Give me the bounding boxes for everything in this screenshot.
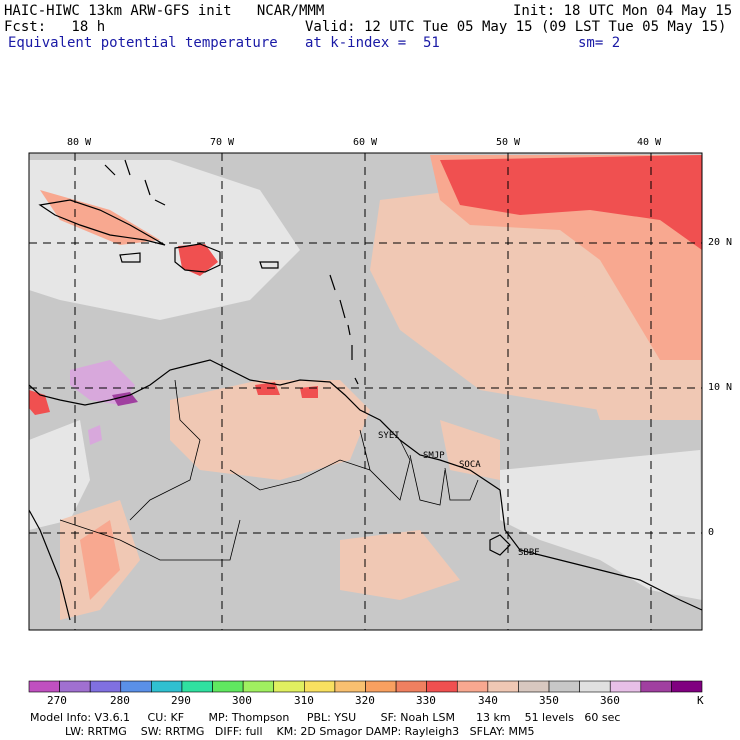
colorbar-swatch bbox=[151, 680, 183, 693]
grid bbox=[29, 153, 702, 630]
field-purple bbox=[112, 392, 138, 406]
colorbar-tick-360: 360 bbox=[600, 694, 620, 707]
coast-lesser-antilles bbox=[329, 274, 359, 385]
colorbar-swatch bbox=[212, 680, 244, 693]
header-valid-time: Valid: 12 UTC Tue 05 May 15 (09 LST Tue … bbox=[305, 19, 727, 35]
colorbar-tick-330: 330 bbox=[416, 694, 436, 707]
lat-label-20n: 20 N bbox=[708, 237, 733, 248]
colorbar-swatch bbox=[273, 680, 305, 693]
colorbar-swatch bbox=[426, 680, 458, 693]
colorbar-swatch bbox=[671, 680, 703, 693]
colorbar-swatch bbox=[548, 680, 580, 693]
coast-south-america-north bbox=[189, 359, 703, 611]
coast-puerto-rico bbox=[259, 261, 279, 269]
field-light-purple-2 bbox=[88, 425, 102, 445]
lat-label-0: 0 bbox=[708, 527, 715, 538]
border-french-guiana bbox=[444, 467, 479, 501]
coast-jamaica bbox=[119, 252, 141, 263]
colorbar-tick-340: 340 bbox=[478, 694, 498, 707]
field-light-purple bbox=[70, 360, 135, 405]
colorbar-tick-320: 320 bbox=[355, 694, 375, 707]
colorbar-swatch bbox=[334, 680, 366, 693]
header-field-name: Equivalent potential temperature bbox=[8, 35, 278, 51]
colorbar-swatch bbox=[120, 680, 152, 693]
station-smjp: SMJP bbox=[423, 451, 445, 461]
header-init-time: Init: 18 UTC Mon 04 May 15 bbox=[513, 3, 733, 19]
coast-amazon-mouth bbox=[489, 534, 511, 556]
header-model-title: HAIC-HIWC 13km ARW-GFS init NCAR/MMM bbox=[4, 3, 325, 19]
colorbar-unit: K bbox=[697, 694, 704, 707]
colorbar-tick-300: 300 bbox=[232, 694, 252, 707]
lon-label-80w: 80 W bbox=[67, 137, 92, 148]
colorbar-swatch bbox=[456, 680, 489, 693]
coast-bahamas bbox=[104, 159, 166, 206]
colorbar-swatch bbox=[242, 680, 275, 693]
field-tan-venezuela bbox=[170, 380, 370, 480]
colorbar-swatch bbox=[304, 680, 336, 693]
coast-hispaniola bbox=[174, 243, 221, 273]
colorbar-swatch bbox=[487, 680, 519, 693]
header-level: at k-index = 51 bbox=[305, 35, 440, 51]
colorbar-tick-270: 270 bbox=[47, 694, 67, 707]
field-tan-amazon bbox=[340, 530, 460, 600]
colorbar-swatch bbox=[89, 680, 122, 693]
field-red-hispaniola bbox=[178, 244, 218, 276]
colorbar-swatch bbox=[181, 680, 213, 693]
lon-label-40w: 40 W bbox=[637, 137, 662, 148]
header-smoothing: sm= 2 bbox=[578, 35, 621, 51]
colorbar-tick-280: 280 bbox=[110, 694, 130, 707]
colorbar-swatch bbox=[395, 680, 427, 693]
lon-label-50w: 50 W bbox=[496, 137, 521, 148]
model-info-line2: LW: RRTMG SW: RRTMG DIFF: full KM: 2D Sm… bbox=[30, 725, 535, 738]
field-salmon-cuba bbox=[40, 190, 160, 245]
field-red-atlantic bbox=[440, 155, 702, 250]
lon-label-60w: 60 W bbox=[353, 137, 378, 148]
colorbar-swatch bbox=[518, 680, 550, 693]
station-sbbe: SBBE bbox=[518, 548, 540, 558]
station-soca: SOCA bbox=[459, 460, 481, 470]
model-info-line1: Model Info: V3.6.1 CU: KF MP: Thompson P… bbox=[30, 711, 621, 724]
coast-pacific bbox=[28, 509, 71, 621]
border-colombia-venezuela bbox=[129, 379, 201, 521]
colorbar-tick-310: 310 bbox=[294, 694, 314, 707]
colorbar-tick-350: 350 bbox=[539, 694, 559, 707]
colorbar bbox=[28, 680, 703, 693]
field-red-venezuela-2 bbox=[300, 386, 318, 398]
header-forecast-hour: Fcst: 18 h bbox=[4, 19, 106, 35]
colorbar-tick-290: 290 bbox=[171, 694, 191, 707]
colorbar-swatch bbox=[365, 680, 397, 693]
coast-central-america bbox=[28, 364, 191, 406]
field-light-gray-north bbox=[29, 160, 300, 320]
border-suriname bbox=[409, 454, 446, 506]
colorbar-swatch bbox=[59, 680, 91, 693]
colorbar-swatch bbox=[640, 680, 672, 693]
field-salmon-colombia bbox=[80, 520, 120, 600]
border-guyana bbox=[359, 429, 411, 501]
lon-label-70w: 70 W bbox=[210, 137, 235, 148]
lat-label-10n: 10 N bbox=[708, 382, 733, 393]
colorbar-swatch bbox=[28, 680, 60, 693]
border-venezuela-brazil bbox=[229, 459, 371, 491]
colorbar-swatch bbox=[579, 680, 611, 693]
colorbar-swatch bbox=[609, 680, 642, 693]
station-syei: SYEI bbox=[378, 431, 400, 441]
map-frame bbox=[28, 152, 703, 631]
